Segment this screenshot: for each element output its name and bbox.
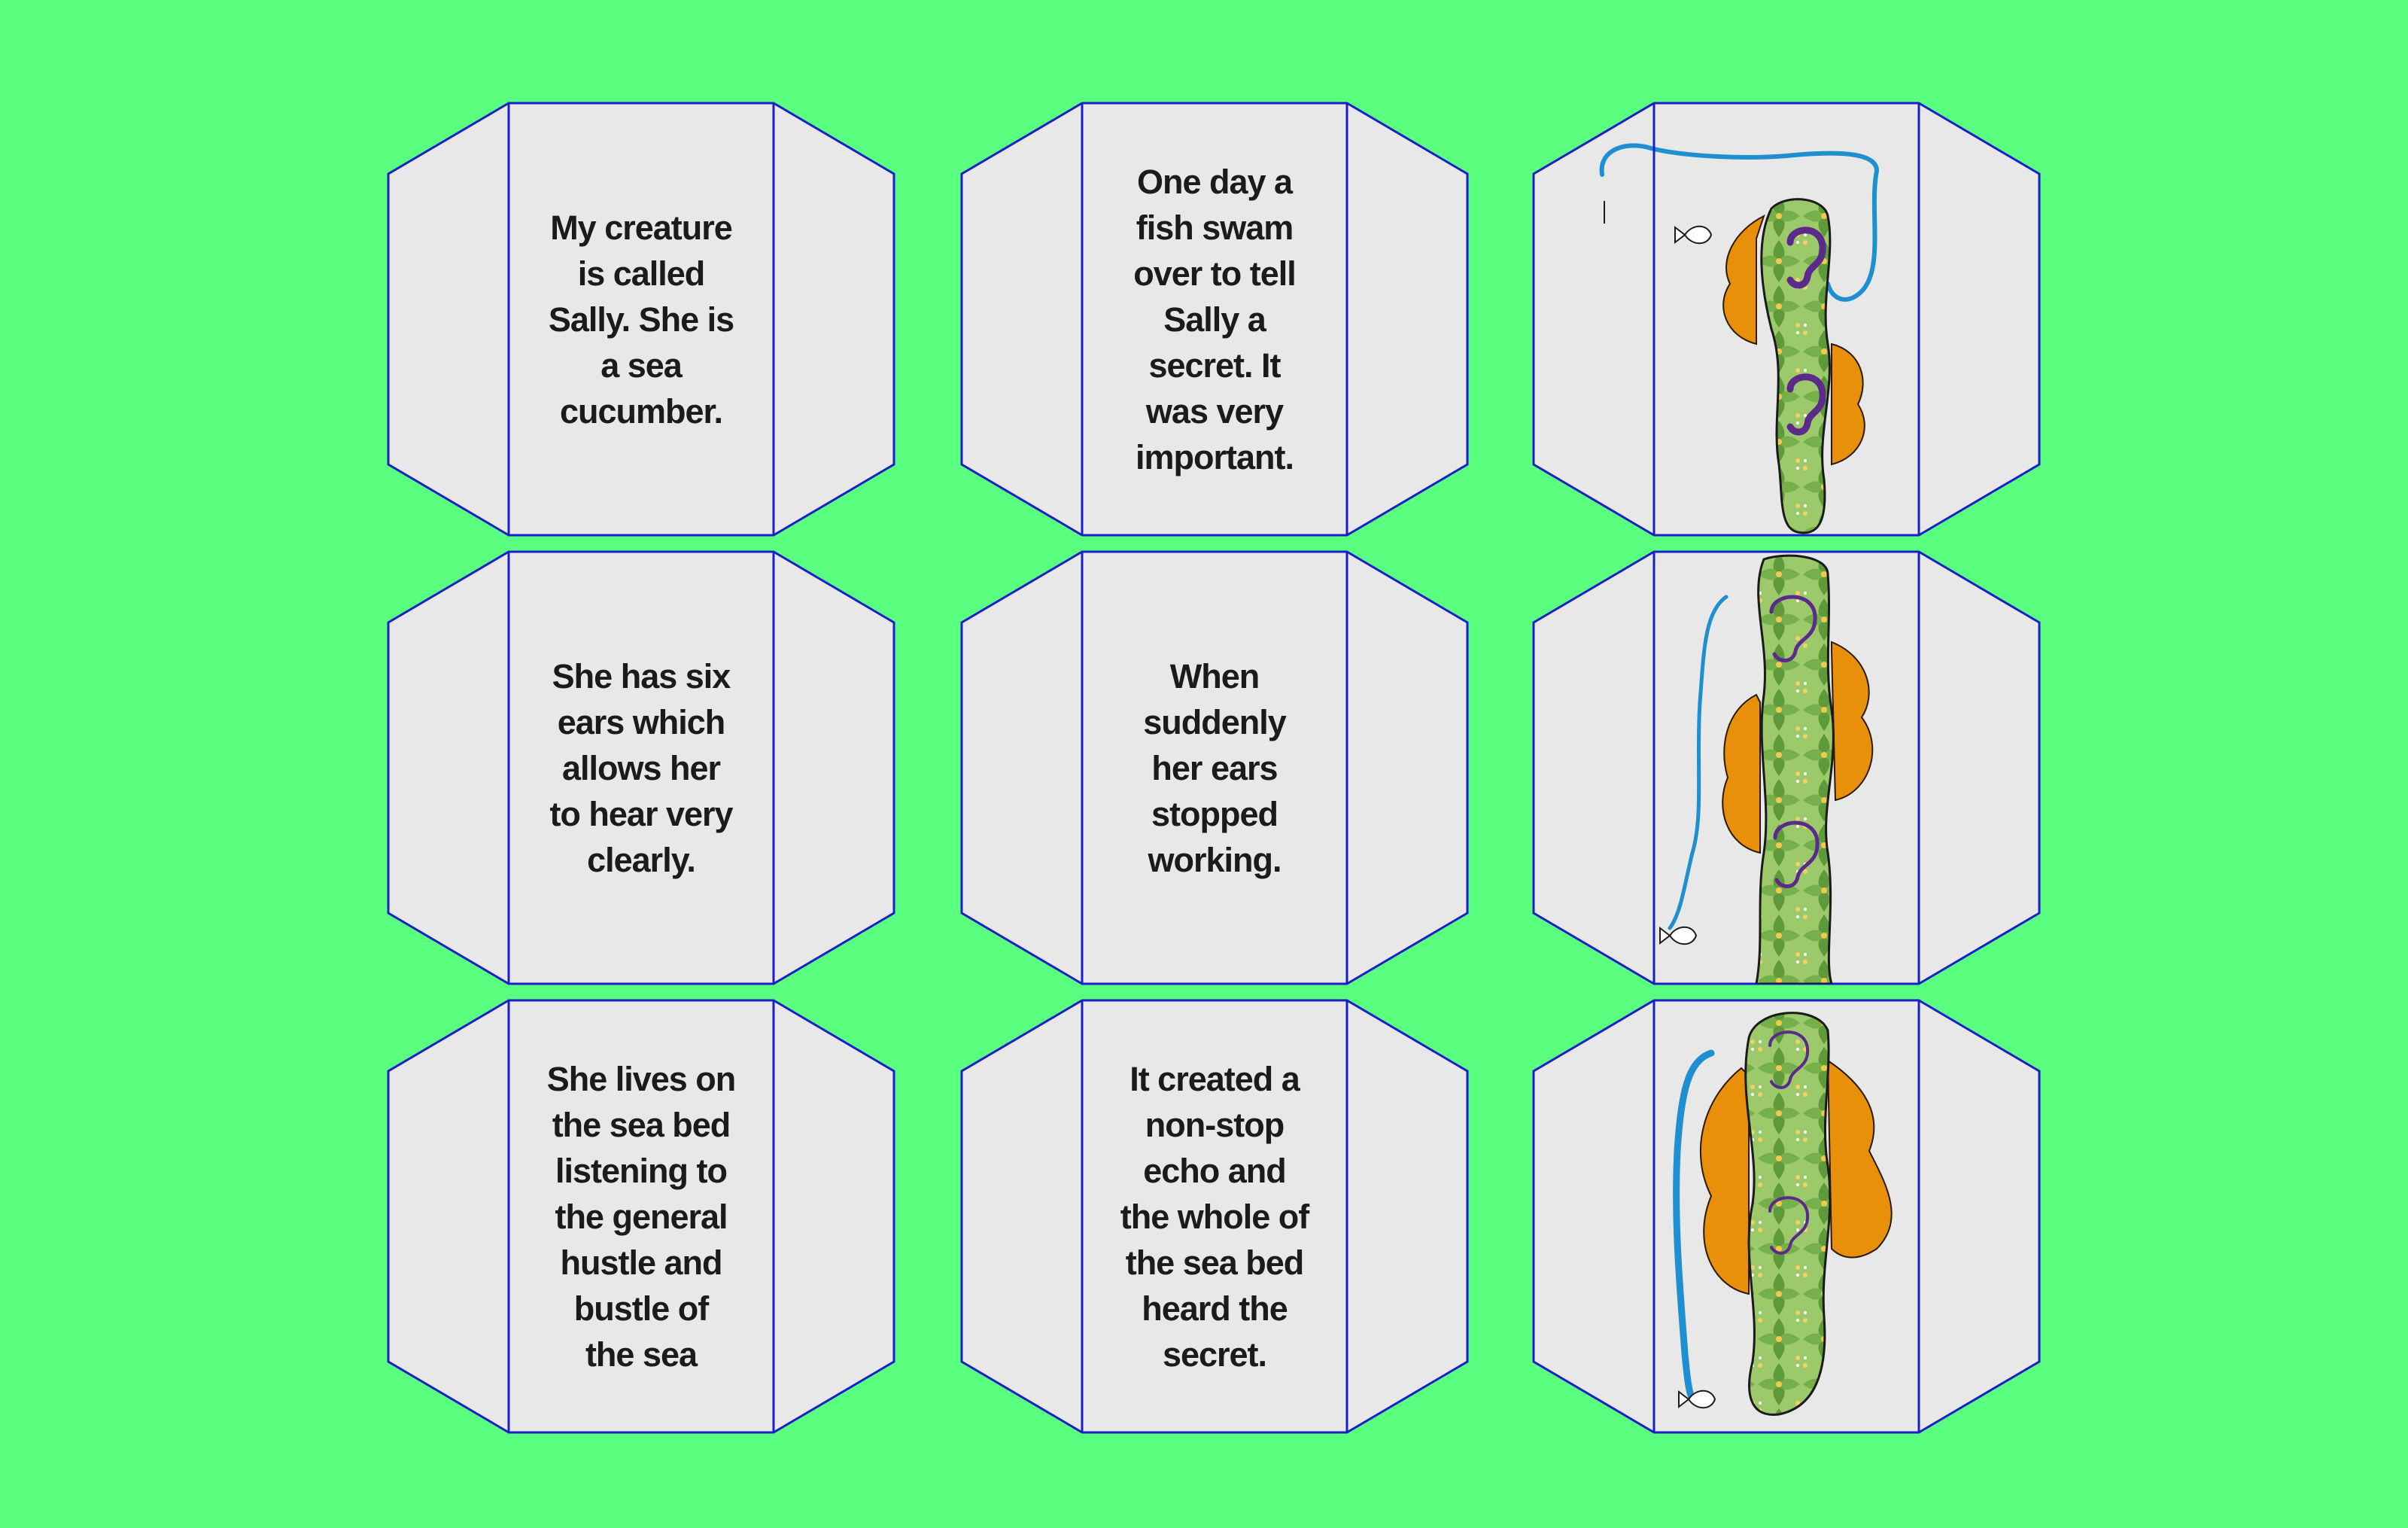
sea-cucumber-illustration xyxy=(1673,1012,1893,1416)
orange-hair-shape xyxy=(1831,342,1865,466)
orange-hair-shape xyxy=(1831,641,1874,802)
card-frame xyxy=(387,550,895,985)
sea-cucumber-illustration xyxy=(1659,554,1874,984)
story-card-8: It created a non-stop echo and the whole… xyxy=(959,999,1470,1434)
fish-icon xyxy=(1674,225,1713,245)
ear-icon xyxy=(1773,820,1820,888)
sea-cucumber-body xyxy=(1755,554,1835,984)
ear-icon xyxy=(1786,373,1826,436)
orange-hair-shape xyxy=(1722,693,1761,854)
fish-icon xyxy=(1659,926,1698,945)
card-frame xyxy=(960,999,1469,1434)
sea-cucumber-body xyxy=(1760,198,1832,534)
card-text: She lives on the sea bed listening to th… xyxy=(546,1059,737,1374)
fish-icon xyxy=(1678,1390,1716,1409)
card-frame xyxy=(387,999,895,1434)
card-frame xyxy=(960,550,1469,985)
blue-line xyxy=(1673,1049,1715,1403)
story-card-3 xyxy=(1531,102,2042,537)
ear-icon xyxy=(1768,1196,1810,1255)
story-card-4: She has six ears which allows her to hea… xyxy=(385,550,897,985)
card-text: One day a fish swam over to tell Sally a… xyxy=(1133,162,1297,476)
sea-cucumber-body xyxy=(1744,1012,1832,1416)
card-frame xyxy=(960,102,1469,537)
story-card-5: When suddenly her ears stopped working. xyxy=(959,550,1470,985)
ear-icon xyxy=(1769,595,1817,662)
story-card-9 xyxy=(1531,999,2042,1434)
story-card-2: One day a fish swam over to tell Sally a… xyxy=(959,102,1470,537)
sea-cucumber-illustration xyxy=(1599,143,1880,534)
card-text: It created a non-stop echo and the whole… xyxy=(1120,1059,1310,1374)
card-text: When suddenly her ears stopped working. xyxy=(1143,656,1287,879)
card-text: My creature is called Sally. She is a se… xyxy=(548,208,734,431)
ear-icon xyxy=(1786,227,1826,289)
blue-line xyxy=(1599,143,1880,302)
ear-icon xyxy=(1768,1030,1810,1089)
blue-line xyxy=(1668,595,1728,930)
orange-hair-shape xyxy=(1699,1067,1750,1295)
story-card-7: She lives on the sea bed listening to th… xyxy=(385,999,897,1434)
card-text: She has six ears which allows her to hea… xyxy=(549,656,733,879)
story-card-1: My creature is called Sally. She is a se… xyxy=(385,102,897,537)
orange-hair-shape xyxy=(1826,1059,1893,1259)
story-card-6 xyxy=(1531,550,2042,985)
orange-hair-shape xyxy=(1722,215,1765,345)
card-frame xyxy=(387,102,895,537)
